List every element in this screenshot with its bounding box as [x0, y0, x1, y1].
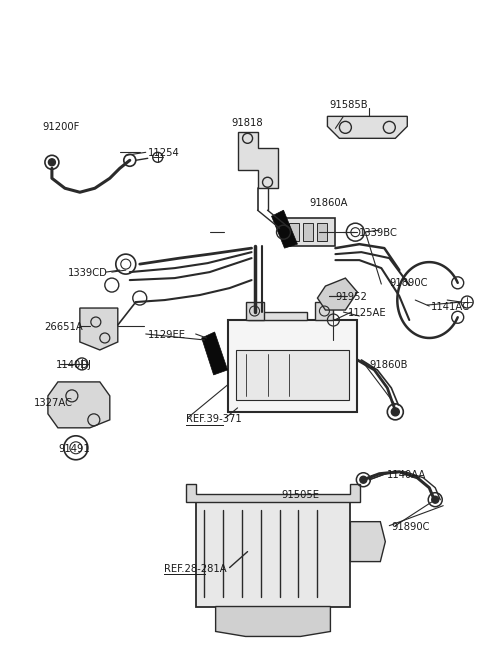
Text: 11254: 11254 — [148, 148, 180, 158]
Text: 1140AA: 1140AA — [387, 470, 427, 480]
Text: REF.28-281A: REF.28-281A — [164, 564, 227, 573]
Polygon shape — [80, 308, 118, 350]
Bar — [248, 312, 308, 320]
Text: 1125AE: 1125AE — [348, 308, 386, 318]
Bar — [286, 218, 336, 246]
Text: 91890C: 91890C — [391, 522, 430, 531]
Bar — [236, 350, 349, 400]
Text: REF.39-371: REF.39-371 — [186, 414, 241, 424]
Polygon shape — [327, 116, 408, 138]
Text: 1339BC: 1339BC — [360, 228, 398, 238]
Polygon shape — [238, 133, 277, 188]
Text: 91890C: 91890C — [389, 278, 428, 288]
Text: 1327AC: 1327AC — [34, 398, 73, 408]
Bar — [315, 302, 334, 320]
Polygon shape — [350, 522, 385, 562]
Bar — [228, 320, 358, 412]
Text: 91860B: 91860B — [369, 360, 408, 370]
Text: 91200F: 91200F — [42, 123, 79, 133]
Polygon shape — [272, 210, 298, 248]
Polygon shape — [186, 483, 360, 502]
Bar — [289, 223, 300, 241]
Text: 1129EE: 1129EE — [148, 330, 186, 340]
Text: 1141AC: 1141AC — [431, 302, 470, 312]
Bar — [317, 223, 327, 241]
Polygon shape — [48, 382, 110, 428]
Polygon shape — [317, 278, 358, 310]
Text: 26651A: 26651A — [44, 322, 83, 332]
Text: 1140DJ: 1140DJ — [56, 360, 92, 370]
Text: 91860A: 91860A — [310, 198, 348, 208]
Circle shape — [48, 159, 55, 166]
Bar — [303, 223, 313, 241]
Circle shape — [360, 476, 367, 483]
Text: 91505E: 91505E — [281, 490, 320, 500]
Circle shape — [432, 496, 439, 503]
Bar — [196, 502, 350, 607]
Circle shape — [391, 408, 399, 416]
Bar — [246, 302, 264, 320]
Text: 1339CD: 1339CD — [68, 268, 108, 278]
Text: 91952: 91952 — [336, 292, 367, 302]
Polygon shape — [216, 607, 330, 636]
Text: 91585B: 91585B — [329, 100, 368, 110]
Text: 91491: 91491 — [58, 444, 90, 454]
Polygon shape — [202, 332, 228, 375]
Text: 91818: 91818 — [231, 118, 263, 129]
